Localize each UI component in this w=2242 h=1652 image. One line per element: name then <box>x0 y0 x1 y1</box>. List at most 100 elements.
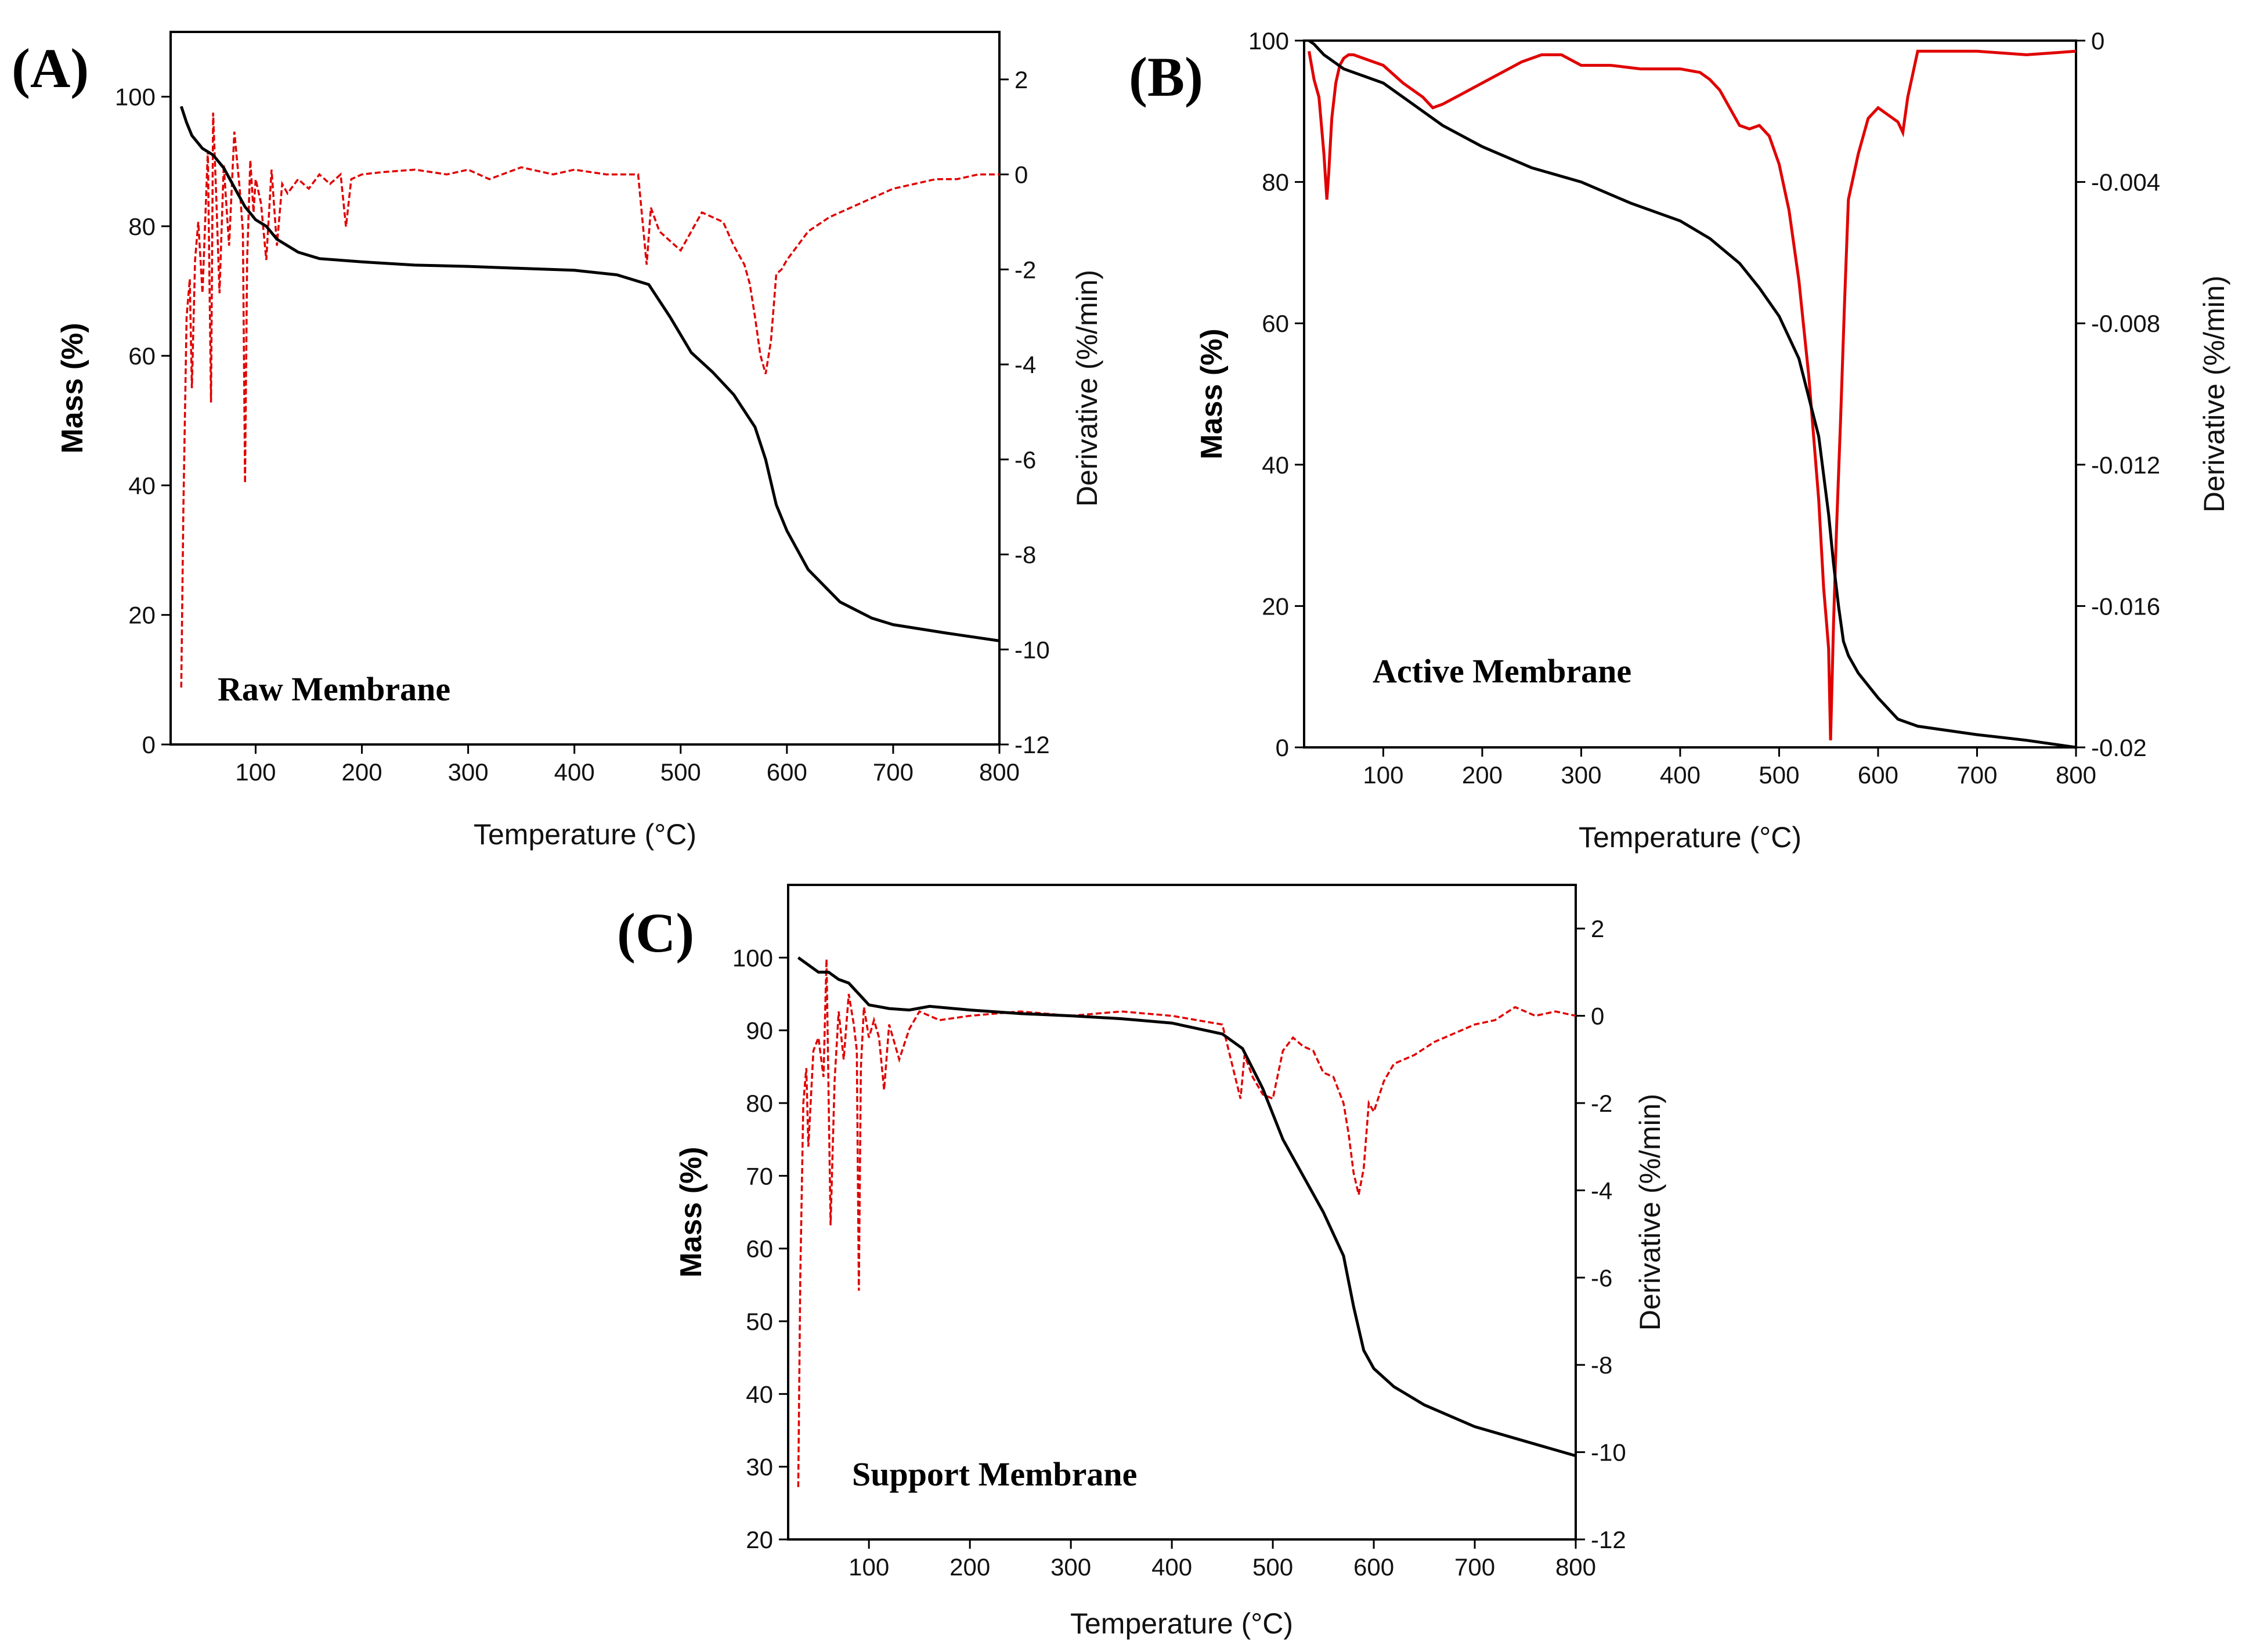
panel-b-y2-tick-label-2: -0.012 <box>2091 451 2160 479</box>
panel-c-x-axis-label: Temperature (°C) <box>1070 1607 1293 1640</box>
panel-c-y-tick-label-70: 70 <box>746 1162 773 1190</box>
panel-b-x-tick-label-500: 500 <box>1759 761 1799 789</box>
panel-a-y-axis-label: Mass (%) <box>56 323 89 453</box>
panel-c-y2-tick-label-0: -12 <box>1591 1526 1626 1553</box>
panel-c-y2-tick-label-6: 0 <box>1591 1003 1604 1030</box>
panel-a-x-tick-label-300: 300 <box>448 758 489 786</box>
panel-a-derivative-line <box>180 113 999 688</box>
panel-c-annotation: Support Membrane <box>852 1455 1137 1493</box>
panel-a-x-tick-label-700: 700 <box>873 758 914 786</box>
panel-c-y2-tick-label-3: -6 <box>1591 1264 1612 1292</box>
panel-c-y-tick-label-80: 80 <box>746 1090 773 1117</box>
panel-c-y2-tick-label-7: 2 <box>1591 915 1604 942</box>
panel-c-mass-line <box>797 956 1576 1458</box>
panel-a-x-tick-label-600: 600 <box>767 758 807 786</box>
panel-b-x-tick-label-700: 700 <box>1956 761 1997 789</box>
panel-c-x-tick-label-800: 800 <box>1555 1553 1596 1581</box>
panel-b-x-tick-label-300: 300 <box>1561 761 1601 789</box>
panel-b-x-axis-label: Temperature (°C) <box>1579 821 1801 854</box>
panel-b-x-tick-label-400: 400 <box>1660 761 1701 789</box>
panel-b-x-tick-label-800: 800 <box>2056 761 2096 789</box>
panel-b-y2-tick-label-1: -0.016 <box>2091 592 2160 620</box>
panel-c-derivative-line <box>797 959 1576 1487</box>
panel-a-y2-tick-label-4: -4 <box>1015 351 1036 378</box>
panel-b-y-tick-label-20: 20 <box>1262 592 1289 620</box>
panel-a-y2-tick-label-7: 2 <box>1015 66 1028 93</box>
panel-c-y-tick-label-60: 60 <box>746 1235 773 1263</box>
panel-a-y2-tick-label-6: 0 <box>1015 161 1028 189</box>
panel-b-y-tick-label-40: 40 <box>1262 451 1289 479</box>
panel-a-y2-axis-label: Derivative (%/min) <box>1071 270 1103 507</box>
panel-c-x-tick-label-300: 300 <box>1050 1553 1091 1581</box>
panel-a-y2-tick-label-5: -2 <box>1015 256 1036 283</box>
panel-a-y-tick-label-60: 60 <box>128 342 156 370</box>
panel-c-x-tick-label-400: 400 <box>1151 1553 1192 1581</box>
panel-c-x-tick-label-600: 600 <box>1353 1553 1394 1581</box>
panel-a-x-ticks: 100 200 300 400 500 600 700 800 <box>235 744 1020 786</box>
panel-a-y-tick-label-80: 80 <box>128 213 156 240</box>
panel-a-x-tick-label-500: 500 <box>660 758 701 786</box>
panel-a-y2-tick-label-1: -10 <box>1015 636 1050 663</box>
panel-a-x-tick-label-100: 100 <box>235 758 276 786</box>
panel-b-x-tick-label-600: 600 <box>1858 761 1898 789</box>
panel-a-x-tick-label-400: 400 <box>554 758 595 786</box>
panel-a-x-axis-label: Temperature (°C) <box>474 818 696 851</box>
panel-b-y2-tick-label-4: -0.004 <box>2091 169 2160 196</box>
panel-c-x-tick-label-700: 700 <box>1454 1553 1495 1581</box>
panel-c-y2-tick-label-1: -10 <box>1591 1439 1626 1466</box>
panel-b-y-tick-label-60: 60 <box>1262 310 1289 337</box>
panel-b-x-tick-label-200: 200 <box>1462 761 1503 789</box>
panel-a-y-tick-label-20: 20 <box>128 602 156 629</box>
panel-b-y-tick-label-100: 100 <box>1248 27 1289 55</box>
panel-a-label: (A) <box>12 37 89 99</box>
panel-b-y-tick-label-0: 0 <box>1276 734 1289 761</box>
panel-a-y2-tick-label-0: -12 <box>1015 731 1050 758</box>
panel-c-x-tick-label-500: 500 <box>1252 1553 1293 1581</box>
panel-a-y2-tick-label-2: -8 <box>1015 541 1036 569</box>
panel-a-y2-ticks: -12 -10 -8 -6 -4 -2 0 2 <box>999 66 1050 758</box>
panel-c-y-tick-label-20: 20 <box>746 1526 773 1553</box>
panel-a-y-tick-label-100: 100 <box>115 84 156 111</box>
panel-a-y-tick-label-40: 40 <box>128 472 156 499</box>
panel-b-y-axis-label: Mass (%) <box>1195 328 1229 459</box>
panel-b-y2-axis-label: Derivative (%/min) <box>2198 276 2230 512</box>
panel-c-x-ticks: 100 200 300 400 500 600 700 800 <box>849 1539 1596 1581</box>
panel-a-plot-frame <box>169 31 1001 746</box>
panel-a-mass-line <box>179 106 1000 642</box>
panel-b-label: (B) <box>1129 46 1203 108</box>
panel-b-y-tick-label-80: 80 <box>1262 169 1289 196</box>
panel-b-y2-tick-label-3: -0.008 <box>2091 310 2160 337</box>
panel-b-x-ticks: 100 200 300 400 500 600 700 800 <box>1363 747 2096 789</box>
panel-b-active-membrane: (B) 100 200 300 400 500 600 700 800 0 20 40 60 80 10… <box>1129 27 2230 854</box>
panel-b-derivative-line <box>1308 49 2077 740</box>
panel-b-y-ticks: 0 20 40 60 80 100 <box>1248 27 1304 761</box>
panel-b-y2-tick-label-5: 0 <box>2091 27 2104 55</box>
panel-a-y-ticks: 0 20 40 60 80 100 <box>115 84 171 758</box>
panel-c-label: (C) <box>617 902 694 964</box>
panel-a-y-tick-label-0: 0 <box>142 731 156 758</box>
panel-c-y2-tick-label-2: -8 <box>1591 1351 1612 1379</box>
panel-a-x-tick-label-800: 800 <box>979 758 1020 786</box>
panel-b-y2-tick-label-0: -0.02 <box>2091 734 2147 761</box>
panel-c-y-tick-label-50: 50 <box>746 1308 773 1335</box>
panel-c-y-tick-label-40: 40 <box>746 1380 773 1408</box>
panel-c-y-tick-label-100: 100 <box>732 944 773 971</box>
panel-b-mass-line <box>1308 39 2077 749</box>
panel-b-y2-ticks: -0.02 -0.016 -0.012 -0.008 -0.004 0 <box>2076 27 2160 761</box>
panel-c-y-ticks: 20 30 40 50 60 70 80 90 100 <box>732 944 788 1553</box>
panel-c-y2-tick-label-4: -4 <box>1591 1177 1612 1204</box>
panel-a-y2-tick-label-3: -6 <box>1015 446 1036 473</box>
panel-a-raw-membrane: (A) 100 200 300 400 500 600 700 800 02040608010… <box>12 31 1103 851</box>
panel-b-x-tick-label-100: 100 <box>1363 761 1403 789</box>
panel-c-plot-frame <box>787 884 1577 1541</box>
panel-c-y-axis-label: Mass (%) <box>674 1147 708 1277</box>
panel-c-y-tick-label-30: 30 <box>746 1454 773 1481</box>
panel-a-annotation: Raw Membrane <box>218 670 450 708</box>
panel-c-y-tick-label-90: 90 <box>746 1017 773 1044</box>
panel-b-annotation: Active Membrane <box>1373 652 1631 690</box>
panel-c-x-tick-label-100: 100 <box>849 1553 889 1581</box>
panel-c-y2-tick-label-5: -2 <box>1591 1090 1612 1117</box>
panel-c-y2-ticks: -12 -10 -8 -6 -4 -2 0 2 <box>1576 915 1626 1553</box>
panel-a-x-tick-label-200: 200 <box>341 758 382 786</box>
